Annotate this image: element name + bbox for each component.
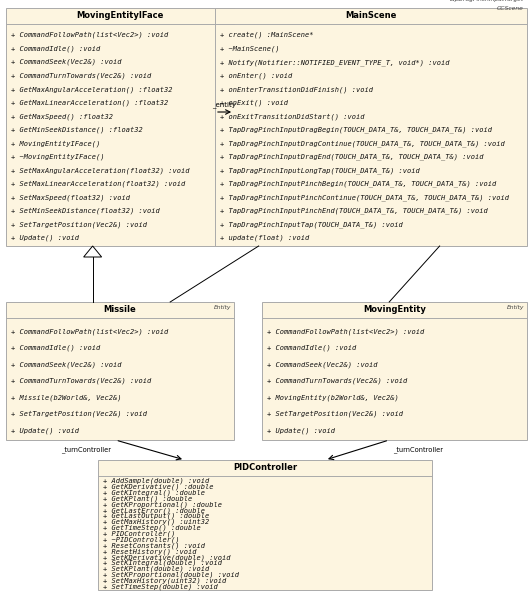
Text: + CommandIdle() :void: + CommandIdle() :void [11,46,100,52]
Text: _turnController: _turnController [393,446,443,454]
Text: + SetKPlant(double) :void: + SetKPlant(double) :void [103,566,209,572]
Text: + CommandSeek(Vec2&) :void: + CommandSeek(Vec2&) :void [11,361,121,368]
Text: + GetLastOutput() :double: + GetLastOutput() :double [103,513,209,520]
Text: + TapDragPinchInputPinchContinue(TOUCH_DATA_T&, TOUCH_DATA_T&) :void: + TapDragPinchInputPinchContinue(TOUCH_D… [220,194,509,201]
Text: + SetMaxSpeed(float32) :void: + SetMaxSpeed(float32) :void [11,194,130,201]
Text: + Missile(b2World&, Vec2&): + Missile(b2World&, Vec2&) [11,394,121,401]
Text: Missile: Missile [104,305,136,314]
Text: Entity: Entity [506,305,524,310]
Text: + onEnterTransitionDidFinish() :void: + onEnterTransitionDidFinish() :void [220,86,373,92]
Text: Entity: Entity [214,305,231,310]
Text: + CommandFollowPath(list<Vec2>) :void: + CommandFollowPath(list<Vec2>) :void [267,328,424,335]
Text: + Update() :void: + Update() :void [267,427,335,434]
Text: PIDController: PIDController [233,463,297,473]
Text: + GetKProportional() :double: + GetKProportional() :double [103,501,222,508]
Text: CCScene: CCScene [497,6,524,11]
Text: + PIDController(): + PIDController() [103,530,175,537]
Bar [6,302,234,440]
Text: + GetMaxAngularAcceleration() :float32: + GetMaxAngularAcceleration() :float32 [11,86,172,92]
Text: + AddSample(double) :void: + AddSample(double) :void [103,478,209,484]
Text: + GetMaxSpeed() :float32: + GetMaxSpeed() :float32 [11,113,113,119]
Text: + CommandTurnTowards(Vec2&) :void: + CommandTurnTowards(Vec2&) :void [11,73,151,79]
Text: _turnController: _turnController [61,446,111,454]
Bar [6,8,234,246]
Text: + SetKProportional(double) :void: + SetKProportional(double) :void [103,572,239,578]
Text: MovingEntity: MovingEntity [363,305,426,314]
Text: + SetMaxAngularAcceleration(float32) :void: + SetMaxAngularAcceleration(float32) :vo… [11,167,189,174]
Text: + CommandFollowPath(list<Vec2>) :void: + CommandFollowPath(list<Vec2>) :void [11,32,168,38]
Bar [262,302,527,440]
Text: + Notify(Notifier::NOTIFIED_EVENT_TYPE_T, void*) :void: + Notify(Notifier::NOTIFIED_EVENT_TYPE_T… [220,59,450,65]
Text: + CommandSeek(Vec2&) :void: + CommandSeek(Vec2&) :void [11,59,121,65]
Text: + GetMinSeekDistance() :float32: + GetMinSeekDistance() :float32 [11,127,143,133]
Text: + SetMaxHistory(uint32) :void: + SetMaxHistory(uint32) :void [103,577,226,584]
Text: + TapDragPinchInputPinchBegin(TOUCH_DATA_T&, TOUCH_DATA_T&) :void: + TapDragPinchInputPinchBegin(TOUCH_DATA… [220,181,496,187]
Text: + ResetHistory() :void: + ResetHistory() :void [103,548,196,554]
Text: + ~MovingEntityIFace(): + ~MovingEntityIFace() [11,154,104,160]
Text: + CommandFollowPath(list<Vec2>) :void: + CommandFollowPath(list<Vec2>) :void [11,328,168,335]
Bar [215,8,527,246]
Text: + SetMaxLinearAcceleration(float32) :void: + SetMaxLinearAcceleration(float32) :voi… [11,181,185,187]
Text: + SetTargetPosition(Vec2&) :void: + SetTargetPosition(Vec2&) :void [11,221,147,228]
Text: + GetKIntegral() :double: + GetKIntegral() :double [103,489,205,496]
Text: + SetKIntegral(double) :void: + SetKIntegral(double) :void [103,560,222,566]
Text: + CommandTurnTowards(Vec2&) :void: + CommandTurnTowards(Vec2&) :void [11,378,151,384]
Text: + create() :MainScene*: + create() :MainScene* [220,32,313,38]
Text: + CommandIdle() :void: + CommandIdle() :void [11,345,100,351]
Text: MainScene: MainScene [345,11,397,20]
Text: + Update() :void: + Update() :void [11,427,79,434]
Text: + TapDragPinchInputDragEnd(TOUCH_DATA_T&, TOUCH_DATA_T&) :void: + TapDragPinchInputDragEnd(TOUCH_DATA_T&… [220,154,484,160]
Text: + Update() :void: + Update() :void [11,235,79,241]
Text: + SetTargetPosition(Vec2&) :void: + SetTargetPosition(Vec2&) :void [267,410,403,417]
Text: + SetTargetPosition(Vec2&) :void: + SetTargetPosition(Vec2&) :void [11,410,147,417]
Text: + CommandIdle() :void: + CommandIdle() :void [267,345,356,351]
Text: + ~MainScene(): + ~MainScene() [220,46,279,52]
Text: + GetKDerivative() :double: + GetKDerivative() :double [103,484,213,490]
Bar [98,460,432,590]
Text: + TapDragPinchInputTap(TOUCH_DATA_T&) :void: + TapDragPinchInputTap(TOUCH_DATA_T&) :v… [220,221,403,228]
Text: + MovingEntityIFace(): + MovingEntityIFace() [11,140,100,146]
Text: + GetMaxHistory() :uint32: + GetMaxHistory() :uint32 [103,518,209,525]
Text: + onExitTransitionDidStart() :void: + onExitTransitionDidStart() :void [220,113,364,119]
Text: + CommandSeek(Vec2&) :void: + CommandSeek(Vec2&) :void [267,361,378,368]
Text: + SetKDerivative(double) :void: + SetKDerivative(double) :void [103,554,230,560]
Text: + CommandTurnTowards(Vec2&) :void: + CommandTurnTowards(Vec2&) :void [267,378,408,384]
Text: + TapDragPinchInputDragContinue(TOUCH_DATA_T&, TOUCH_DATA_T&) :void: + TapDragPinchInputDragContinue(TOUCH_DA… [220,140,505,147]
Text: + GetLastError() :double: + GetLastError() :double [103,507,205,514]
Text: + MovingEntity(b2World&, Vec2&): + MovingEntity(b2World&, Vec2&) [267,394,399,401]
Text: + SetMinSeekDistance(float32) :void: + SetMinSeekDistance(float32) :void [11,208,160,214]
Text: + GetMaxLinearAcceleration() :float32: + GetMaxLinearAcceleration() :float32 [11,100,168,106]
Text: + GetTimeStep() :double: + GetTimeStep() :double [103,524,201,531]
Text: _entity: _entity [213,101,236,108]
Text: + onExit() :void: + onExit() :void [220,100,288,106]
Text: + TapDragPinchInputLongTap(TOUCH_DATA_T&) :void: + TapDragPinchInputLongTap(TOUCH_DATA_T&… [220,167,420,174]
Text: + TapDragPinchInputDragBegin(TOUCH_DATA_T&, TOUCH_DATA_T&) :void: + TapDragPinchInputDragBegin(TOUCH_DATA_… [220,127,492,133]
Text: MovingEntityIFace: MovingEntityIFace [76,11,164,20]
Text: + SetTimeStep(double) :void: + SetTimeStep(double) :void [103,583,218,590]
Polygon shape [84,246,102,257]
Text: + onEnter() :void: + onEnter() :void [220,73,292,79]
Text: TapDragPinchInputTarget: TapDragPinchInputTarget [449,0,524,2]
Text: + update(float) :void: + update(float) :void [220,235,309,241]
Text: + GetKPlant() :double: + GetKPlant() :double [103,495,192,502]
Text: + ~PIDController(): + ~PIDController() [103,536,179,543]
Text: + TapDragPinchInputPinchEnd(TOUCH_DATA_T&, TOUCH_DATA_T&) :void: + TapDragPinchInputPinchEnd(TOUCH_DATA_T… [220,208,488,214]
Text: + ResetConstants() :void: + ResetConstants() :void [103,542,205,549]
